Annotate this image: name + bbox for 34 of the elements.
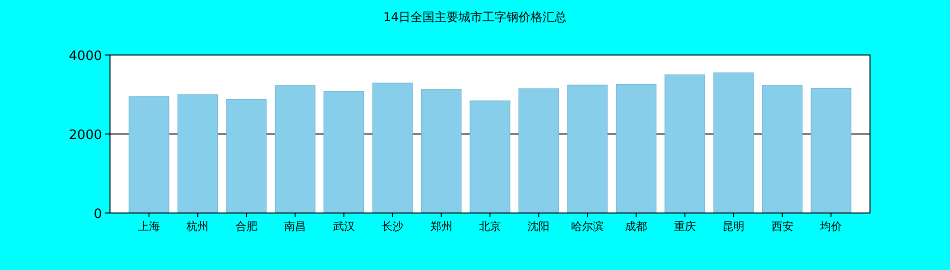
- x-tick-label: 重庆: [674, 220, 696, 233]
- x-tick-label: 合肥: [235, 220, 258, 233]
- x-tick-label: 北京: [479, 220, 501, 233]
- x-tick-label: 沈阳: [528, 220, 550, 233]
- bar: [713, 72, 754, 214]
- x-tick-label: 西安: [771, 220, 794, 233]
- bar: [372, 82, 413, 214]
- x-tick-label: 均价: [819, 220, 842, 233]
- chart-title: 14日全国主要城市工字钢价格汇总: [383, 10, 567, 24]
- bar: [128, 96, 170, 214]
- x-tick-label: 上海: [138, 220, 160, 233]
- x-tick-label: 武汉: [332, 220, 355, 233]
- bar: [421, 89, 462, 214]
- bar: [324, 91, 364, 214]
- bar: [810, 88, 852, 214]
- bar: [177, 94, 218, 214]
- bar: [226, 98, 267, 214]
- bar: [664, 74, 706, 214]
- bar: [616, 84, 656, 214]
- x-tick-label: 杭州: [186, 220, 209, 233]
- x-tick-label: 成都: [625, 220, 648, 233]
- x-tick-label: 郑州: [430, 220, 452, 233]
- bar: [567, 84, 608, 214]
- y-tick-label: 2000: [68, 128, 102, 143]
- x-tick-label: 昆明: [722, 220, 745, 233]
- bar: [762, 85, 803, 214]
- x-tick-label: 长沙: [382, 220, 404, 233]
- y-tick-label: 4000: [68, 49, 102, 64]
- x-tick-label: 南昌: [284, 220, 306, 233]
- y-tick-label: 0: [94, 207, 102, 222]
- x-tick-label: 哈尔滨: [570, 220, 604, 233]
- bar: [274, 85, 316, 214]
- bar: [518, 88, 559, 214]
- bar: [470, 100, 510, 214]
